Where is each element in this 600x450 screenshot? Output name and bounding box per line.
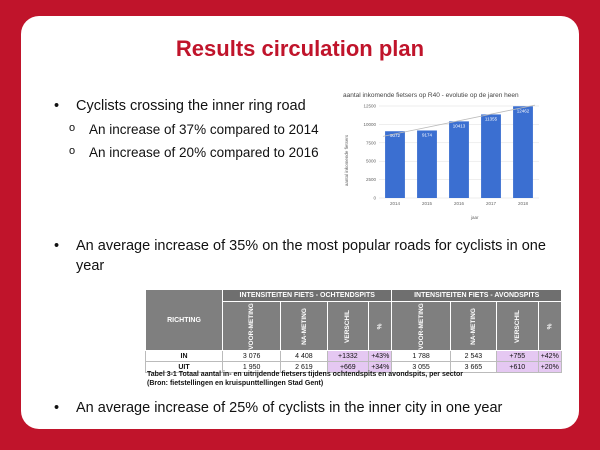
subheader: VERSCHIL bbox=[496, 301, 539, 351]
table-cell: 2 543 bbox=[449, 350, 498, 362]
bullet-marker: • bbox=[54, 98, 60, 114]
subheader: % bbox=[368, 301, 393, 351]
x-tick-label: 2018 bbox=[518, 201, 529, 206]
chart-xlabel: jaar bbox=[471, 215, 479, 220]
header-avondspits: INTENSITEITEN FIETS - AVONDSPITS bbox=[391, 289, 562, 302]
y-tick-label: 12500 bbox=[363, 104, 376, 109]
bar-value-label: 10413 bbox=[453, 123, 466, 128]
x-tick-label: 2014 bbox=[390, 201, 401, 206]
table-cell: +42% bbox=[537, 350, 563, 362]
table-cell: 1 788 bbox=[391, 350, 451, 362]
table-cell: +1332 bbox=[326, 350, 370, 362]
chart-canvas: 0 2500 5000 7500 10000 12500 9072 2014 9174 2015 1… bbox=[363, 104, 539, 206]
subheader: NA-METING bbox=[280, 301, 328, 351]
subbullet-2016: o An increase of 20% compared to 2016 bbox=[69, 145, 319, 160]
subheader: NA-METING bbox=[449, 301, 498, 351]
bullet-popular-roads: • An average increase of 35% on the most… bbox=[54, 236, 556, 276]
table-cell: 3 055 bbox=[391, 361, 451, 373]
subbullet-text: An increase of 37% compared to 2014 bbox=[89, 122, 319, 137]
y-tick-label: 2500 bbox=[366, 177, 377, 182]
bar bbox=[417, 130, 437, 198]
bullet-inner-city: • An average increase of 25% of cyclists… bbox=[54, 400, 503, 416]
bar bbox=[385, 131, 405, 198]
table-row: IN 3 076 4 408 +1332 +43% 1 788 2 543 +7… bbox=[145, 350, 563, 362]
subheader: VOOR-METING bbox=[391, 301, 451, 351]
bar-chart: aantal inkomende fietsers op R40 - evolu… bbox=[343, 92, 543, 224]
table-caption: Tabel 3-1 Totaal aantal in- en uitrijden… bbox=[147, 370, 567, 388]
slide-title: Results circulation plan bbox=[175, 36, 425, 61]
subheader: % bbox=[537, 301, 563, 351]
y-tick-label: 7500 bbox=[366, 140, 377, 145]
subheader: VOOR-METING bbox=[221, 301, 282, 351]
table-cell: 3 076 bbox=[221, 350, 282, 362]
table-cell: 4 408 bbox=[280, 350, 328, 362]
y-tick-label: 5000 bbox=[366, 159, 377, 164]
bar-value-label: 9174 bbox=[422, 132, 433, 137]
table-cell: 3 665 bbox=[449, 361, 498, 373]
bar-value-label: 12462 bbox=[517, 108, 530, 113]
table-cell: 2 619 bbox=[280, 361, 328, 373]
subbullet-marker: o bbox=[69, 145, 76, 157]
y-tick-label: 10000 bbox=[363, 122, 376, 127]
bar-value-label: 11355 bbox=[485, 116, 498, 121]
header-ochtendspits: INTENSITEITEN FIETS - OCHTENDSPITS bbox=[221, 289, 393, 302]
table-cell: +20% bbox=[537, 361, 563, 373]
caption-line: Tabel 3-1 Totaal aantal in- en uitrijden… bbox=[147, 371, 463, 378]
table-cell: +34% bbox=[368, 361, 393, 373]
bullet-text: An average increase of 35% on the most p… bbox=[76, 238, 546, 274]
x-tick-label: 2017 bbox=[486, 201, 497, 206]
bullet-marker: • bbox=[54, 238, 60, 254]
caption-source: (Bron: fietstellingen en kruispunttellin… bbox=[147, 380, 324, 387]
row-label: UIT bbox=[145, 361, 223, 373]
bar bbox=[449, 121, 469, 198]
bullet-marker: • bbox=[54, 400, 60, 416]
subbullet-text: An increase of 20% compared to 2016 bbox=[89, 145, 319, 160]
chart-title: aantal inkomende fietsers op R40 - evolu… bbox=[343, 92, 519, 99]
table-cell: +669 bbox=[326, 361, 370, 373]
intensity-table: RICHTING INTENSITEITEN FIETS - OCHTENDSP… bbox=[145, 289, 563, 373]
header-richting: RICHTING bbox=[145, 289, 223, 351]
table-cell: +755 bbox=[496, 350, 539, 362]
table-row: UIT 1 950 2 619 +669 +34% 3 055 3 665 +6… bbox=[145, 361, 563, 373]
slide: Results circulation plan • Cyclists cros… bbox=[21, 16, 579, 429]
subbullet-marker: o bbox=[69, 122, 76, 134]
bullet-text: Cyclists crossing the inner ring road bbox=[76, 98, 306, 114]
subheader: VERSCHIL bbox=[326, 301, 370, 351]
bullet-text: An average increase of 25% of cyclists i… bbox=[76, 400, 503, 416]
x-tick-label: 2015 bbox=[422, 201, 433, 206]
bar-value-label: 9072 bbox=[390, 133, 401, 138]
trendline bbox=[382, 104, 536, 137]
bullet-inner-ring: • Cyclists crossing the inner ring road bbox=[54, 98, 306, 114]
subbullet-2014: o An increase of 37% compared to 2014 bbox=[69, 122, 319, 137]
x-tick-label: 2016 bbox=[454, 201, 465, 206]
bar bbox=[481, 114, 501, 198]
table-cell: +43% bbox=[368, 350, 393, 362]
row-label: IN bbox=[145, 350, 223, 362]
y-tick-label: 0 bbox=[373, 196, 376, 201]
bar bbox=[513, 106, 533, 198]
